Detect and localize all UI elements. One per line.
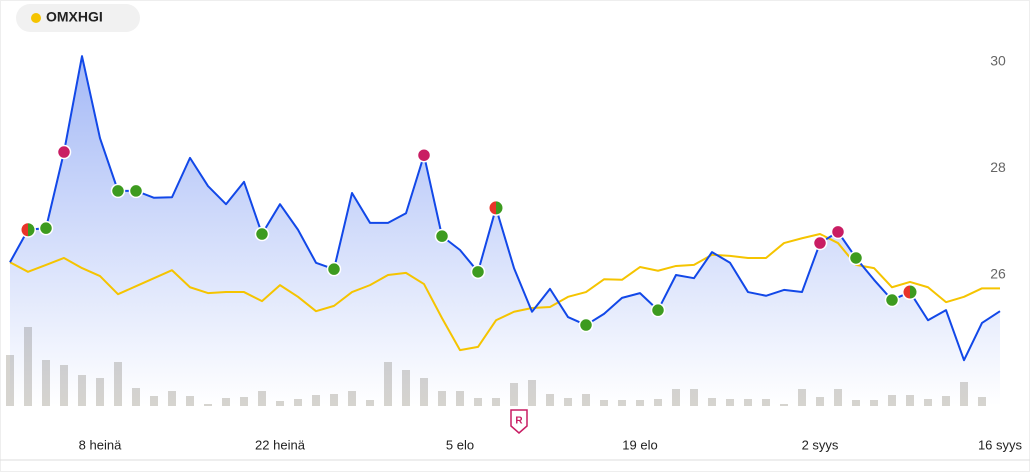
x-tick-label: 16 syys xyxy=(978,437,1023,452)
x-tick-label: 19 elo xyxy=(622,437,657,452)
event-marker xyxy=(830,224,846,240)
event-marker xyxy=(326,261,342,277)
area xyxy=(10,56,1000,406)
x-tick-label: 22 heinä xyxy=(255,437,306,452)
event-marker xyxy=(884,292,900,308)
marker-half xyxy=(496,201,503,215)
marker-half xyxy=(28,223,35,237)
r-flag[interactable]: R xyxy=(510,409,528,434)
event-marker xyxy=(416,147,432,163)
y-tick-label: 30 xyxy=(990,53,1006,69)
series-line xyxy=(9,233,1000,352)
marker-half xyxy=(910,285,917,299)
event-marker xyxy=(470,264,486,280)
x-tick-label: 2 syys xyxy=(802,437,839,452)
event-marker xyxy=(110,183,126,199)
legend-swatch xyxy=(31,13,41,23)
event-marker xyxy=(848,250,864,266)
event-marker xyxy=(650,302,666,318)
event-marker xyxy=(128,183,144,199)
marker-half xyxy=(903,285,910,299)
event-marker xyxy=(812,235,828,251)
event-marker xyxy=(578,317,594,333)
event-marker xyxy=(434,228,450,244)
event-marker xyxy=(20,221,36,238)
legend-pill[interactable] xyxy=(16,4,140,32)
x-tick-label: 5 elo xyxy=(446,437,474,452)
event-marker xyxy=(902,284,918,301)
y-tick-label: 26 xyxy=(990,266,1006,282)
x-tick-label: 8 heinä xyxy=(79,437,122,452)
svg-text:R: R xyxy=(515,416,523,427)
marker-half xyxy=(21,223,28,237)
legend-label: OMXHGI xyxy=(46,9,103,25)
event-marker xyxy=(38,220,54,236)
marker-half xyxy=(489,201,496,215)
y-tick-label: 28 xyxy=(990,159,1006,175)
event-marker xyxy=(254,226,270,242)
event-marker xyxy=(488,199,504,216)
event-marker xyxy=(56,144,72,160)
